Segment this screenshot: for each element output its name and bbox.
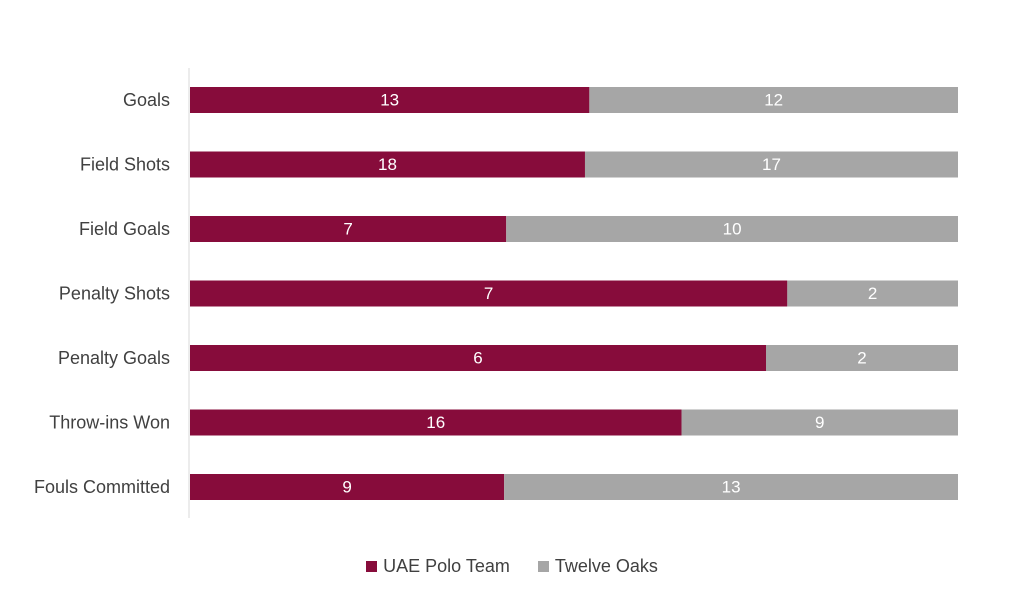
data-label-fouls-committed-series-0: 9 <box>342 478 351 497</box>
category-label-penalty-shots: Penalty Shots <box>59 284 170 304</box>
bar-fouls-committed-series-0 <box>190 474 505 500</box>
data-label-goals-series-0: 13 <box>380 91 399 110</box>
data-label-throw-ins-won-series-0: 16 <box>426 413 445 432</box>
bar-goals-series-0 <box>190 87 590 113</box>
legend-item-series-0: UAE Polo Team <box>366 556 510 577</box>
bar-field-goals-series-0 <box>190 216 507 242</box>
bar-throw-ins-won-series-0 <box>190 409 682 436</box>
bar-penalty-goals-series-1 <box>766 345 958 371</box>
data-label-field-shots-series-1: 17 <box>762 155 781 174</box>
bars-layer: 13 12 18 17 7 10 7 2 6 2 16 9 9 13 <box>190 87 958 500</box>
bar-penalty-shots-series-0 <box>190 280 788 307</box>
data-label-fouls-committed-series-1: 13 <box>722 478 741 497</box>
category-label-fouls-committed: Fouls Committed <box>34 477 170 497</box>
category-label-field-goals: Field Goals <box>79 219 170 239</box>
data-label-penalty-shots-series-0: 7 <box>484 284 493 303</box>
category-label-penalty-goals: Penalty Goals <box>58 348 170 368</box>
legend: UAE Polo Team Twelve Oaks <box>0 556 1024 577</box>
bar-goals-series-1 <box>589 87 958 113</box>
bar-fouls-committed-series-1 <box>504 474 958 500</box>
data-label-throw-ins-won-series-1: 9 <box>815 413 824 432</box>
bar-field-shots-series-1 <box>584 151 958 178</box>
bar-penalty-goals-series-0 <box>190 345 766 371</box>
category-labels: Goals Field Shots Field Goals Penalty Shots… <box>34 90 170 497</box>
data-label-field-goals-series-1: 10 <box>723 220 742 239</box>
category-label-throw-ins-won: Throw-ins Won <box>49 413 170 433</box>
data-label-goals-series-1: 12 <box>764 91 783 110</box>
data-label-penalty-goals-series-0: 6 <box>473 349 482 368</box>
bar-field-goals-series-1 <box>506 216 958 242</box>
legend-label-series-0: UAE Polo Team <box>383 556 510 576</box>
bar-throw-ins-won-series-1 <box>681 409 958 436</box>
bar-field-shots-series-0 <box>190 151 585 178</box>
data-label-field-goals-series-0: 7 <box>343 220 352 239</box>
legend-swatch-series-0 <box>366 561 378 572</box>
data-label-penalty-shots-series-1: 2 <box>868 284 877 303</box>
bar-penalty-shots-series-1 <box>787 280 958 307</box>
category-label-goals: Goals <box>123 90 170 110</box>
legend-swatch-series-1 <box>537 561 549 572</box>
legend-item-series-1: Twelve Oaks <box>537 556 658 577</box>
data-label-field-shots-series-0: 18 <box>378 155 397 174</box>
legend-label-series-1: Twelve Oaks <box>554 556 658 576</box>
data-label-penalty-goals-series-1: 2 <box>857 349 866 368</box>
category-label-field-shots: Field Shots <box>80 155 170 175</box>
